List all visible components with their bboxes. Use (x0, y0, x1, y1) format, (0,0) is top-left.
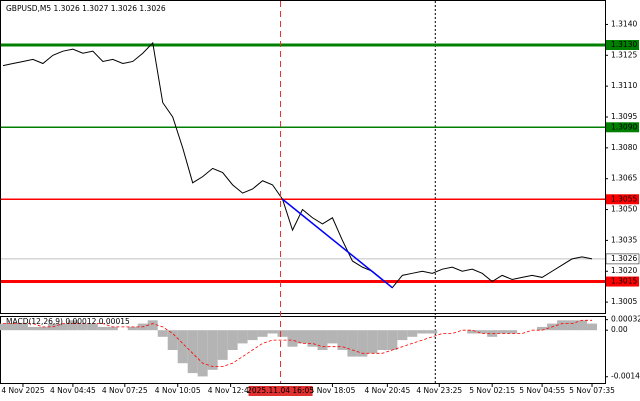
level-label-box (606, 122, 639, 133)
macd-bar (227, 330, 238, 350)
current-price-label: 1.3026 (611, 254, 637, 263)
level-label: 1.3130 (611, 40, 637, 49)
trendline (282, 198, 393, 289)
macd-bar (407, 330, 418, 337)
macd-tick-label: -0.00141 (611, 372, 640, 381)
macd-bar (377, 330, 388, 350)
cursor-label: 2025.11.04 16:05 (247, 386, 314, 395)
x-tick-label: 5 Nov 04:55 (519, 386, 565, 395)
x-tick-label: 4 Nov 18:05 (310, 386, 356, 395)
macd-signal (2, 319, 593, 367)
macd-bar (477, 330, 488, 334)
x-tick-label: 5 Nov 07:35 (569, 386, 615, 395)
macd-bar (577, 320, 588, 331)
y-tick-label: 1.3050 (611, 205, 637, 214)
macd-bar (247, 330, 258, 341)
macd-bar (277, 330, 288, 337)
y-tick-label: 1.3140 (611, 19, 637, 28)
macd-bar (207, 330, 218, 370)
macd-bar (337, 330, 348, 350)
macd-bar (77, 323, 88, 331)
macd-tick-label: 0.00032 (611, 315, 640, 324)
macd-bar (237, 330, 248, 344)
x-tick-label: 4 Nov 23:25 (416, 386, 462, 395)
x-tick-label: 4 Nov 2025 (1, 386, 44, 395)
macd-bar (57, 323, 68, 331)
macd-bar (0, 323, 8, 331)
macd-bar (467, 330, 478, 334)
x-tick-label: 4 Nov 12:45 (208, 386, 254, 395)
macd-bar (37, 326, 48, 331)
chart-title: GBPUSD,M5 1.3026 1.3027 1.3026 1.3026 (6, 4, 166, 13)
macd-bar (357, 330, 368, 357)
macd-frame (0, 316, 606, 384)
macd-bar (97, 326, 108, 331)
macd-bar (347, 330, 358, 357)
macd-bar (197, 330, 208, 377)
x-tick-label: 4 Nov 04:45 (50, 386, 96, 395)
macd-bar (487, 330, 498, 337)
macd-bar (187, 330, 198, 374)
macd-bar (267, 330, 278, 334)
macd-tick-label: 0.00 (611, 325, 628, 334)
macd-bar (217, 330, 228, 360)
macd-bar (587, 323, 598, 331)
macd-bar (307, 330, 318, 347)
macd-bar (67, 320, 78, 331)
macd-bar (127, 326, 138, 331)
macd-bar (497, 330, 508, 334)
y-tick-label: 1.3080 (611, 143, 637, 152)
y-tick-label: 1.3020 (611, 266, 637, 275)
x-tick-label: 5 Nov 02:15 (469, 386, 515, 395)
macd-bar (397, 330, 408, 341)
macd-bar (417, 330, 428, 334)
macd-bar (257, 330, 268, 337)
macd-bar (327, 330, 338, 344)
y-tick-label: 1.3125 (611, 50, 637, 59)
level-label-box (606, 276, 639, 287)
level-label: 1.3015 (611, 277, 637, 286)
macd-bar (427, 330, 438, 334)
macd-bar (167, 330, 178, 350)
price-line (2, 41, 593, 289)
macd-bar (87, 323, 98, 331)
x-tick-label: 4 Nov 07:25 (102, 386, 148, 395)
macd-bar (507, 330, 518, 334)
macd-bar (297, 330, 308, 344)
level-label-box (606, 194, 639, 205)
y-tick-label: 1.3035 (611, 235, 637, 244)
y-tick-label: 1.3005 (611, 297, 637, 306)
y-tick-label: 1.3110 (611, 81, 637, 90)
macd-bar (537, 326, 548, 331)
cursor-label-box (248, 386, 313, 396)
y-tick-label: 1.3095 (611, 112, 637, 121)
macd-bar (567, 320, 578, 331)
macd-bar (107, 326, 118, 331)
x-tick-label: 4 Nov 10:05 (155, 386, 201, 395)
macd-bar (7, 323, 18, 331)
macd-bar (557, 320, 568, 331)
macd-bar (147, 320, 158, 331)
macd-bar (17, 323, 28, 331)
x-tick-label: 4 Nov 20:45 (364, 386, 410, 395)
level-label: 1.3090 (611, 122, 637, 131)
macd-bar (177, 330, 188, 364)
macd-bar (157, 330, 168, 337)
y-tick-label: 1.3065 (611, 174, 637, 183)
main-frame (0, 0, 606, 314)
macd-title: MACD(12,26,9) 0.00012 0.00015 (6, 317, 130, 326)
macd-bar (317, 330, 328, 350)
macd-bar (287, 330, 298, 347)
macd-bar (387, 330, 398, 350)
current-price-box (605, 253, 640, 265)
level-label-box (606, 40, 639, 51)
macd-bar (27, 326, 38, 331)
level-label: 1.3055 (611, 194, 637, 203)
macd-bar (367, 330, 378, 354)
